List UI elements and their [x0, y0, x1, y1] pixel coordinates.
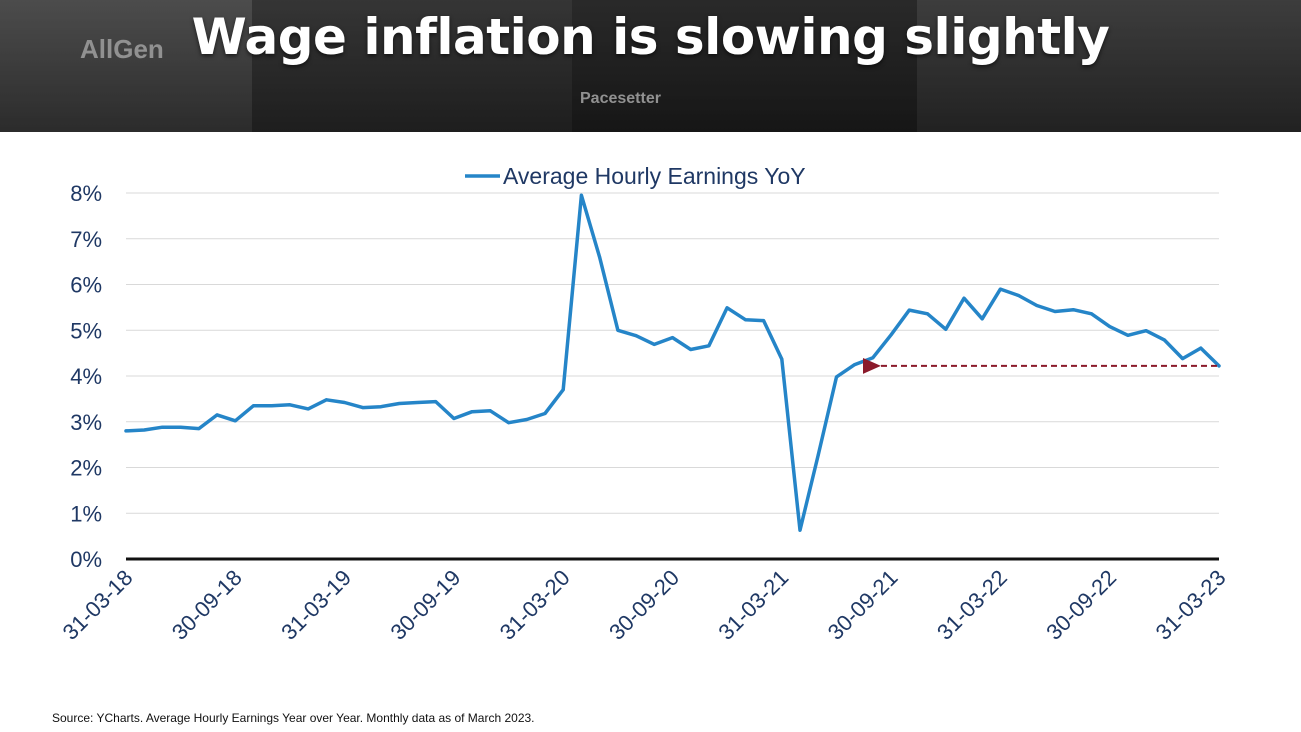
data-point [561, 388, 565, 392]
x-tick-label: 31-03-22 [932, 565, 1012, 645]
x-tick-label: 31-03-18 [58, 565, 138, 645]
data-point [1108, 325, 1112, 329]
x-tick-label: 31-03-19 [276, 565, 356, 645]
data-point [361, 406, 365, 410]
data-point [926, 312, 930, 316]
data-point [543, 412, 547, 416]
legend-label: Average Hourly Earnings YoY [503, 163, 806, 189]
data-point [525, 417, 529, 421]
data-point [179, 425, 183, 429]
data-point [944, 327, 948, 331]
chart: 0% 1% 2% 3% 4% 5% 6% 7% 8% 31-03-18 30-09-18 31-03-… [58, 163, 1231, 645]
y-tick-label: 2% [70, 456, 102, 481]
y-tick-label: 6% [70, 273, 102, 298]
y-tick-label: 0% [70, 547, 102, 572]
data-point [652, 342, 656, 346]
data-point [598, 255, 602, 259]
data-point [889, 333, 893, 337]
x-tick-label: 31-03-23 [1151, 565, 1231, 645]
y-tick-label: 7% [70, 227, 102, 252]
data-point [1126, 333, 1130, 337]
data-point [962, 296, 966, 300]
data-point [743, 318, 747, 322]
y-tick-label: 8% [70, 181, 102, 206]
data-point [488, 409, 492, 413]
data-point [671, 336, 674, 340]
data-point [142, 428, 146, 432]
data-point [1017, 293, 1021, 297]
data-point [507, 421, 511, 425]
y-tick-label: 5% [70, 318, 102, 343]
x-tick-label: 30-09-18 [167, 565, 247, 645]
data-point [1144, 329, 1148, 333]
data-point [324, 398, 328, 402]
data-point [233, 419, 237, 423]
y-tick-label: 1% [70, 501, 102, 526]
data-point [197, 427, 201, 431]
data-point [270, 404, 274, 408]
header-banner: AllGen Pacesetter Wage inflation is slow… [0, 0, 1301, 132]
source-note: Source: YCharts. Average Hourly Earnings… [52, 711, 535, 725]
banner-logo-allgen: AllGen [80, 34, 164, 64]
banner-logo-pacesetter: Pacesetter [580, 90, 661, 107]
x-tick-label: 30-09-20 [604, 565, 684, 645]
data-point [160, 425, 164, 429]
data-point [707, 344, 711, 348]
data-point [1071, 308, 1075, 312]
data-point [1035, 304, 1039, 308]
data-point [1217, 364, 1221, 368]
series-line-average-hourly-earnings [124, 193, 1221, 532]
data-point [816, 453, 820, 457]
data-point [1181, 357, 1185, 361]
data-point [415, 401, 419, 405]
data-point [1053, 309, 1057, 313]
y-tick-label: 4% [70, 364, 102, 389]
data-point [762, 319, 766, 323]
data-point [907, 308, 911, 312]
data-point [288, 403, 292, 407]
data-point [343, 401, 347, 405]
x-tick-label: 31-03-21 [713, 565, 793, 645]
data-point [980, 317, 984, 321]
data-point [434, 400, 438, 404]
data-point [1162, 338, 1166, 342]
data-point [252, 404, 256, 408]
banner-photo-2 [252, 0, 572, 132]
banner-photo-4 [917, 0, 1301, 132]
data-point [1199, 346, 1203, 350]
data-point [998, 287, 1002, 291]
x-tick-label: 30-09-21 [823, 565, 903, 645]
data-point [834, 375, 838, 379]
data-point [579, 193, 583, 197]
y-tick-label: 3% [70, 410, 102, 435]
x-tick-label: 30-09-19 [385, 565, 465, 645]
data-point [1089, 312, 1093, 316]
data-point [616, 328, 620, 332]
data-point [780, 357, 784, 361]
page-title: Wage inflation is slowing slightly [191, 8, 1110, 66]
data-point [470, 410, 474, 414]
x-tick-label: 30-09-22 [1041, 565, 1121, 645]
data-point [397, 401, 401, 405]
banner-photo-3 [572, 0, 917, 132]
data-point [689, 347, 693, 351]
data-point [379, 405, 383, 409]
banner-photo-1 [0, 0, 252, 132]
data-point [725, 306, 729, 310]
data-point [306, 407, 310, 411]
data-point [215, 413, 219, 417]
data-point [452, 417, 456, 421]
data-point [634, 334, 638, 338]
data-point [871, 356, 875, 360]
data-point [798, 528, 802, 532]
data-point [124, 429, 128, 433]
banner-shade [0, 0, 1301, 132]
data-point [853, 363, 857, 367]
x-tick-label: 31-03-20 [495, 565, 575, 645]
